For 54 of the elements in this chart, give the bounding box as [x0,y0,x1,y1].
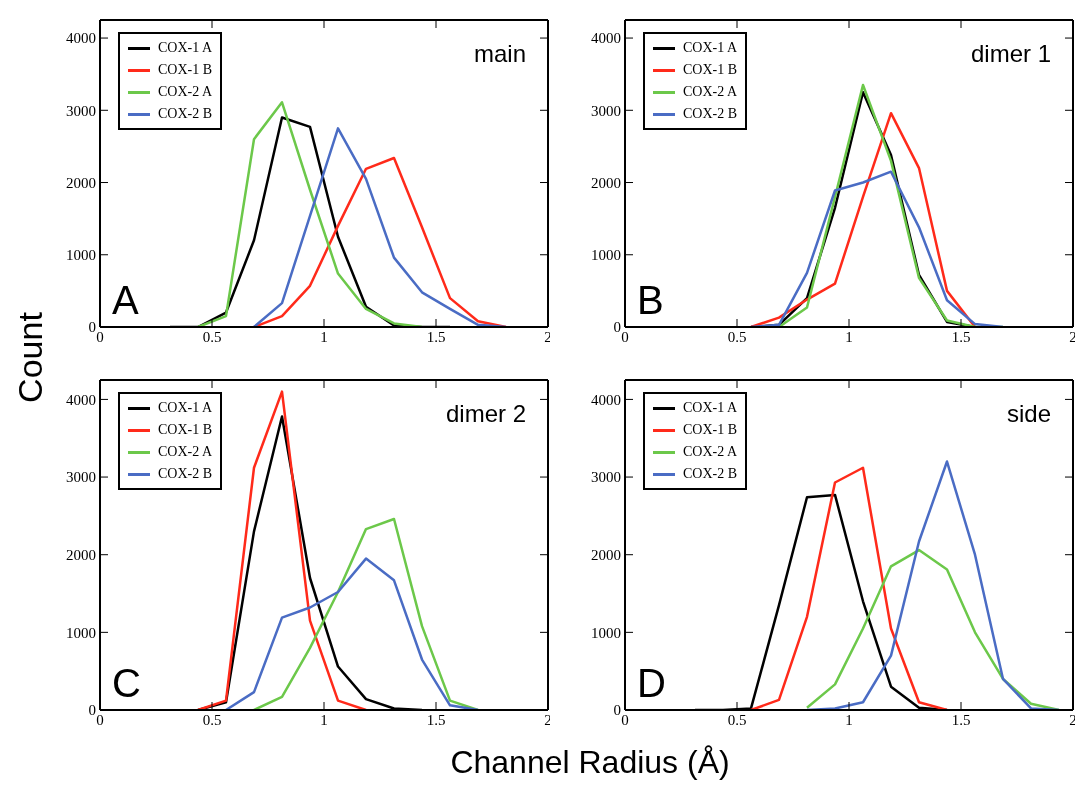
legend-label: COX-1 A [683,39,738,57]
y-tick-label: 1000 [66,247,96,264]
legend-label: COX-2 B [158,465,213,483]
x-tick-label: 0.5 [727,328,747,345]
legend-label: COX-2 A [158,443,213,461]
x-tick-label: 1.5 [951,328,971,345]
y-tick-label: 1000 [591,624,621,641]
legend-label: COX-2 B [158,105,213,123]
legend-label: COX-1 B [683,421,738,439]
y-tick-label: 2000 [591,174,621,191]
x-tick-label: 1.5 [951,711,971,728]
x-tick-label: 0.5 [202,328,222,345]
y-axis-title: Count [10,311,50,405]
annotation: D [637,661,666,706]
y-tick-label: 4000 [66,391,96,408]
legend-label: COX-1 A [158,399,213,417]
x-axis-title: Channel Radius (Å) [449,744,731,781]
y-tick-label: 3000 [66,469,96,486]
annotation: dimer 2 [445,400,526,428]
y-tick-label: 2000 [66,547,96,564]
legend-label: COX-1 B [158,421,213,439]
legend-label: COX-1 B [158,61,213,79]
x-tick-label: 1.5 [426,711,446,728]
y-tick-label: 2000 [591,547,621,564]
legend-label: COX-2 A [683,83,738,101]
annotation: main [473,40,526,68]
legend-label: COX-2 A [158,83,213,101]
x-tick-label: 1 [845,328,853,345]
legend-label: COX-2 B [683,105,738,123]
legend-label: COX-1 A [158,39,213,57]
y-tick-label: 2000 [66,174,96,191]
legend-label: COX-1 B [683,61,738,79]
y-tick-label: 3000 [66,102,96,119]
y-tick-label: 4000 [591,391,621,408]
legend-label: COX-1 A [683,399,738,417]
y-tick-label: 4000 [66,30,96,47]
annotation: side [1006,400,1051,428]
x-tick-label: 1.5 [426,328,446,345]
y-tick-label: 4000 [591,30,621,47]
y-tick-label: 3000 [591,469,621,486]
legend-label: COX-2 A [683,443,738,461]
x-tick-label: 0.5 [727,711,747,728]
annotation: B [637,278,664,323]
y-tick-label: 1000 [591,247,621,264]
annotation: dimer 1 [970,40,1051,68]
annotation: C [112,661,141,706]
y-tick-label: 3000 [591,102,621,119]
x-tick-label: 1 [845,711,853,728]
x-tick-label: 1 [320,711,328,728]
annotation: A [112,278,139,323]
y-tick-label: 1000 [66,624,96,641]
x-tick-label: 0.5 [202,711,222,728]
x-tick-label: 1 [320,328,328,345]
legend-label: COX-2 B [683,465,738,483]
